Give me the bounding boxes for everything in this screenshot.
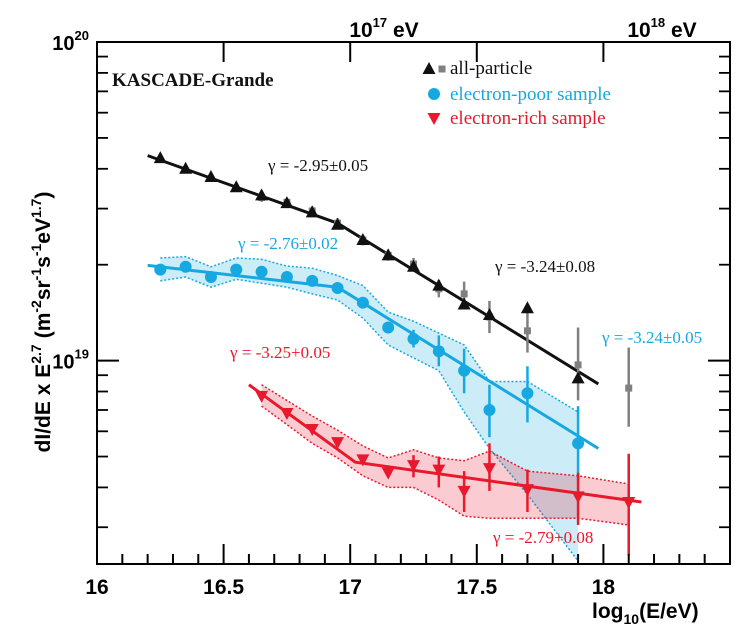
data-point-circle — [331, 282, 344, 295]
data-point-triangle-down — [571, 491, 585, 504]
data-point-triangle-down — [381, 467, 395, 480]
legend-marker — [438, 65, 446, 73]
data-point-circle — [432, 345, 445, 358]
error-band-lower — [261, 405, 629, 526]
data-point-triangle-up — [179, 161, 193, 174]
data-point-square — [574, 361, 582, 369]
gamma-annotation: γ = -3.24±0.08 — [494, 257, 595, 276]
data-point-triangle-up — [331, 217, 345, 230]
data-point-circle — [382, 321, 395, 334]
legend-label: all-particle — [450, 58, 532, 79]
x-tick-label: 17 — [339, 576, 362, 599]
x-tick-label: 17.5 — [456, 576, 497, 599]
data-point-square — [460, 290, 468, 298]
data-point-triangle-down — [305, 424, 319, 437]
data-point-triangle-down — [331, 437, 345, 450]
data-point-circle — [280, 271, 293, 284]
fit-annotations: γ = -2.95±0.05 γ = -3.24±0.08 γ = -2.76±0.… — [229, 156, 702, 547]
gamma-annotation: γ = -3.25+0.05 — [229, 343, 330, 362]
data-point-triangle-down — [520, 484, 534, 497]
y-axis-label: dI/dE x E2.7(m-2sr-1s-1eV1.7) — [28, 192, 55, 453]
data-point-circle — [179, 260, 192, 273]
data-point-triangle-up — [381, 248, 395, 261]
data-point-triangle-up — [432, 278, 446, 291]
data-point-circle — [458, 364, 471, 377]
data-point-circle — [230, 263, 243, 276]
data-point-triangle-up — [356, 233, 370, 246]
data-point-triangle-down — [622, 497, 636, 510]
data-point-circle — [407, 332, 420, 345]
legend-marker — [427, 113, 441, 125]
data-point-triangle-up — [280, 196, 294, 209]
data-point-circle — [306, 274, 319, 287]
data-point-circle — [572, 437, 585, 450]
data-point-triangle-down — [432, 464, 446, 477]
x-tick-label: 16 — [85, 576, 108, 599]
error-band-upper — [261, 384, 629, 485]
chart-title: KASCADE-Grande — [112, 70, 274, 91]
data-point-triangle-up — [255, 188, 269, 201]
data-point-circle — [521, 387, 534, 400]
legend-label: electron-poor sample — [450, 84, 611, 105]
x-tick-label: 18 — [592, 576, 616, 599]
legend-marker — [428, 88, 440, 100]
y-tick-label: 1019 — [52, 347, 89, 374]
legend: all-particle electron-poor sample electron… — [422, 58, 611, 129]
gamma-annotation: γ = -3.24±0.05 — [601, 328, 702, 347]
error-band-upper — [160, 255, 579, 413]
data-point-triangle-down — [255, 390, 269, 403]
data-point-circle — [204, 271, 217, 284]
x-tick-label: 16.5 — [203, 576, 244, 599]
data-point-triangle-up — [305, 205, 319, 218]
data-point-triangle-down — [356, 454, 370, 467]
x-axis-label: log10(E/eV) — [592, 600, 699, 627]
data-point-triangle-up — [457, 297, 471, 310]
data-point-triangle-down — [280, 407, 294, 420]
data-point-square — [523, 327, 531, 335]
error-band — [261, 384, 629, 525]
top-axis-label: 1018 eV — [627, 15, 696, 42]
x-axis-label-tail: (E/eV) — [639, 600, 699, 623]
data-point-triangle-up — [229, 180, 243, 193]
legend-marker — [422, 62, 436, 74]
data-point-triangle-up — [482, 308, 496, 321]
data-point-circle — [483, 403, 496, 416]
x-axis-label-main: log — [592, 600, 624, 623]
data-point-triangle-down — [482, 463, 496, 476]
data-point-triangle-up — [520, 301, 534, 314]
data-points — [153, 151, 636, 510]
data-point-triangle-down — [457, 485, 471, 498]
data-point-circle — [356, 296, 369, 309]
data-point-triangle-up — [153, 151, 167, 164]
data-point-square — [625, 384, 633, 392]
data-point-triangle-up — [407, 259, 420, 272]
gamma-annotation: γ = -2.95±0.05 — [267, 156, 368, 175]
error-bands — [160, 255, 629, 562]
data-point-triangle-up — [571, 371, 585, 384]
legend-label: electron-rich sample — [450, 108, 606, 129]
axes: 16 16.5 17 17.5 18 1019 1020 1017 eV 1018 eV — [52, 15, 730, 599]
top-axis-label: 1017 eV — [349, 15, 418, 42]
data-point-circle — [255, 265, 268, 278]
gamma-annotation: γ = -2.79+0.08 — [492, 528, 593, 547]
x-axis-label-sub: 10 — [624, 611, 640, 627]
plot-frame — [96, 41, 731, 565]
y-tick-label: 1020 — [52, 28, 89, 55]
gamma-annotation: γ = -2.76±0.02 — [237, 234, 338, 253]
data-point-triangle-up — [204, 169, 218, 182]
data-point-triangle-down — [407, 460, 420, 473]
data-point-circle — [154, 263, 167, 276]
